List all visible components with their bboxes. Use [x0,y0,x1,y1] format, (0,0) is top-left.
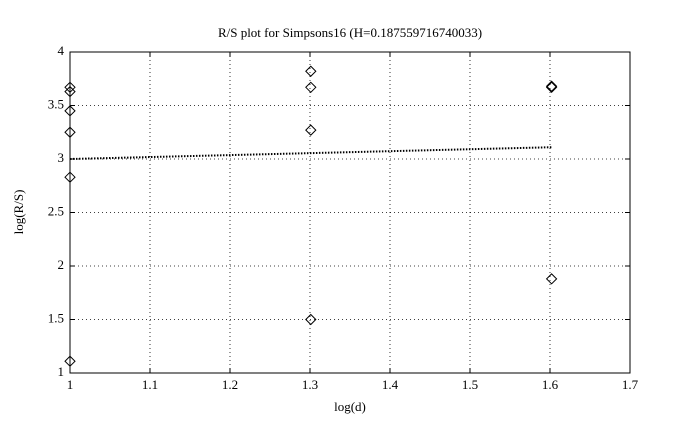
y-tick-label: 3 [58,150,65,165]
x-tick-label: 1.1 [142,377,158,392]
diamond-marker [305,81,317,94]
diamond-marker [545,273,558,285]
diamond-marker [64,171,76,183]
x-tick-label: 1.7 [622,377,639,392]
x-tick-label: 1 [67,377,74,392]
diamond-marker [64,355,76,367]
diamond-marker [545,80,558,92]
diamond-marker [305,65,317,77]
axes-box [69,51,631,374]
chart-title: R/S plot for Simpsons16 (H=0.18755971674… [218,25,482,40]
y-axis-label: log(R/S) [11,190,26,235]
diamond-marker [64,126,76,138]
x-tick-label: 1.6 [542,377,559,392]
y-tick-label: 3.5 [48,96,64,111]
x-tick-label: 1.4 [382,377,399,392]
diamond-marker [64,81,76,94]
x-tick-label: 1.2 [222,377,238,392]
y-tick-label: 2 [58,257,65,272]
diamond-marker [305,313,317,326]
x-tick-label: 1.3 [302,377,318,392]
y-tick-label: 1.5 [48,310,64,325]
x-axis-label: log(d) [334,399,366,414]
fit-line [69,146,552,160]
diamond-marker [545,81,558,94]
y-tick-label: 4 [58,43,65,58]
diamond-marker [64,105,76,117]
diamond-marker [64,85,76,98]
x-tick-label: 1.5 [462,377,478,392]
y-tick-label: 2.5 [48,203,64,218]
y-tick-label: 1 [58,364,65,379]
diamond-marker [305,124,317,136]
